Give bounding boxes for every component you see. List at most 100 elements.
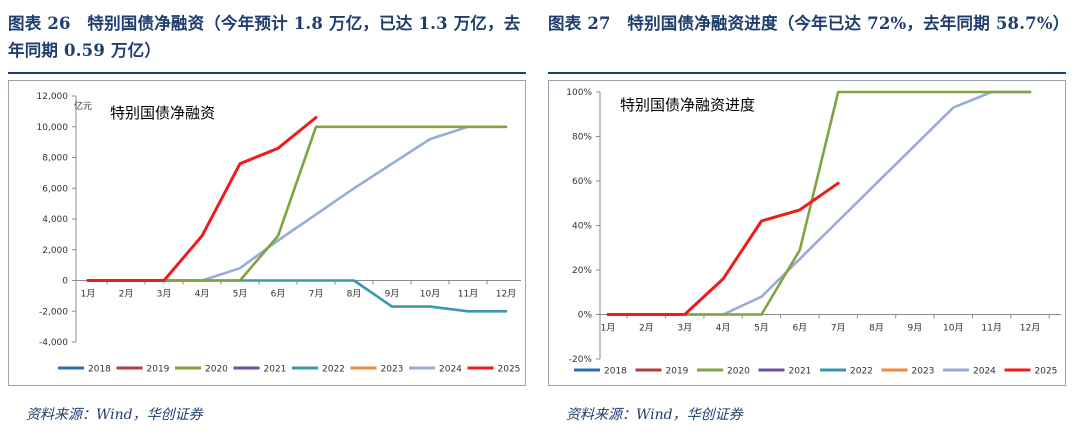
x-tick-label: 12月 <box>1020 323 1040 334</box>
data-point-2022 <box>467 310 469 312</box>
data-point-2025 <box>125 279 127 282</box>
x-tick-label: 10月 <box>943 323 963 334</box>
x-tick-label: 2月 <box>639 323 654 334</box>
data-point-2024 <box>353 187 355 189</box>
x-tick-label: 8月 <box>869 323 884 334</box>
y-tick-label: 10,000 <box>37 123 69 133</box>
data-point-2024 <box>429 138 431 140</box>
data-point-2020 <box>239 279 241 282</box>
chart-27-financing-progress: -20% 0% 20% 40% 60% 80% 100% 1月 2月 3月 4月 5月 6月 7月 8月 9月… <box>548 80 1066 386</box>
y-tick-label: 0% <box>578 311 593 321</box>
data-point-2024 <box>914 144 916 146</box>
y-tick-label: -20% <box>569 355 593 365</box>
legend-label-2018: 2018 <box>88 365 111 375</box>
data-point-2024 <box>239 267 241 269</box>
x-tick-label: 4月 <box>195 289 210 300</box>
data-point-2020 <box>277 235 279 237</box>
x-tick-label: 12月 <box>496 289 516 300</box>
legend-label-2020: 2020 <box>205 365 228 375</box>
data-point-2025 <box>607 313 609 316</box>
source-note: 资料来源：Wind，华创证券 <box>26 407 203 423</box>
data-point-2020 <box>799 249 801 251</box>
data-point-2025 <box>645 313 647 316</box>
legend-label-2025: 2025 <box>1035 367 1058 377</box>
data-point-2025 <box>239 163 241 165</box>
legend-label-2022: 2022 <box>850 367 873 377</box>
x-tick-label: 1月 <box>81 289 96 300</box>
data-point-2020 <box>353 126 355 128</box>
figure-title: 图表 27 特别国债净融资进度（今年已达 72%，去年同期 58.7%） <box>548 14 1070 33</box>
x-tick-label: 2月 <box>119 289 134 300</box>
legend-label-2019: 2019 <box>147 365 170 375</box>
y-tick-label: 2,000 <box>42 246 68 256</box>
chart-frame <box>548 80 1066 386</box>
data-point-2022 <box>505 310 507 312</box>
data-point-2025 <box>87 279 89 282</box>
data-point-2025 <box>799 209 801 211</box>
data-point-2024 <box>277 239 279 242</box>
data-point-2022 <box>353 279 355 282</box>
data-point-2020 <box>952 91 954 93</box>
data-point-2025 <box>277 147 279 149</box>
data-point-2020 <box>429 126 431 128</box>
data-point-2024 <box>837 220 839 222</box>
data-point-2025 <box>722 278 724 280</box>
data-point-2024 <box>952 106 954 109</box>
chart-title: 特别国债净融资 <box>110 104 215 122</box>
x-tick-label: 11月 <box>981 323 1001 334</box>
y-tick-label: 20% <box>572 266 592 276</box>
chart-frame <box>8 80 526 386</box>
unit-label: 亿元 <box>74 100 92 112</box>
x-tick-label: 7月 <box>309 289 324 300</box>
x-tick-label: 9月 <box>385 289 400 300</box>
data-point-2020 <box>467 126 469 128</box>
y-tick-label: 40% <box>572 222 592 232</box>
x-tick-label: 5月 <box>233 289 248 300</box>
chart-26-net-financing: -4,000 -2,000 0 2,000 4,000 6,000 8,000 10,000 1… <box>8 80 526 386</box>
data-point-2020 <box>722 313 724 316</box>
data-point-2025 <box>163 279 165 282</box>
figure-27-panel: 图表 27 特别国债净融资进度（今年已达 72%，去年同期 58.7%） -20… <box>548 0 1073 447</box>
y-tick-label: 6,000 <box>42 184 68 194</box>
legend-label-2023: 2023 <box>381 365 404 375</box>
data-point-2024 <box>799 258 801 260</box>
data-point-2024 <box>391 163 393 165</box>
chart-title: 特别国债净融资进度 <box>620 96 755 114</box>
legend-label-2021: 2021 <box>789 367 812 377</box>
data-point-2025 <box>201 235 203 237</box>
data-point-2020 <box>315 126 317 128</box>
x-tick-label: 11月 <box>458 289 478 300</box>
y-tick-label: 100% <box>566 88 592 98</box>
data-point-2022 <box>429 306 431 308</box>
x-tick-label: 1月 <box>601 323 616 334</box>
data-point-2020 <box>875 91 878 93</box>
legend-label-2023: 2023 <box>912 367 935 377</box>
data-point-2025 <box>315 116 317 119</box>
y-tick-label: 60% <box>572 177 592 187</box>
x-tick-label: 7月 <box>831 323 846 334</box>
x-tick-label: 4月 <box>716 323 731 334</box>
legend-label-2018: 2018 <box>604 367 627 377</box>
data-point-2024 <box>315 213 317 215</box>
y-tick-label: 12,000 <box>37 92 69 102</box>
legend-label-2024: 2024 <box>439 365 462 375</box>
data-point-2022 <box>391 306 393 308</box>
y-tick-label: 4,000 <box>42 215 68 225</box>
x-tick-label: 6月 <box>792 323 807 334</box>
y-tick-label: 8,000 <box>42 154 68 164</box>
x-tick-label: 10月 <box>420 289 440 300</box>
data-point-2020 <box>914 91 916 93</box>
legend-label-2025: 2025 <box>498 365 521 375</box>
data-point-2020 <box>201 279 203 282</box>
data-point-2022 <box>277 279 279 282</box>
x-tick-label: 6月 <box>271 289 286 300</box>
y-tick-label: 0 <box>62 277 68 287</box>
y-tick-label: 80% <box>572 133 592 143</box>
source-note: 资料来源：Wind，华创证券 <box>566 407 743 423</box>
data-point-2020 <box>391 126 393 128</box>
title-divider <box>548 72 1066 74</box>
data-point-2020 <box>505 126 507 128</box>
figure-26-panel: 图表 26 特别国债净融资（今年预计 1.8 万亿，已达 1.3 万亿，去年同期… <box>8 0 533 447</box>
x-tick-label: 5月 <box>754 323 769 334</box>
legend-label-2020: 2020 <box>727 367 750 377</box>
